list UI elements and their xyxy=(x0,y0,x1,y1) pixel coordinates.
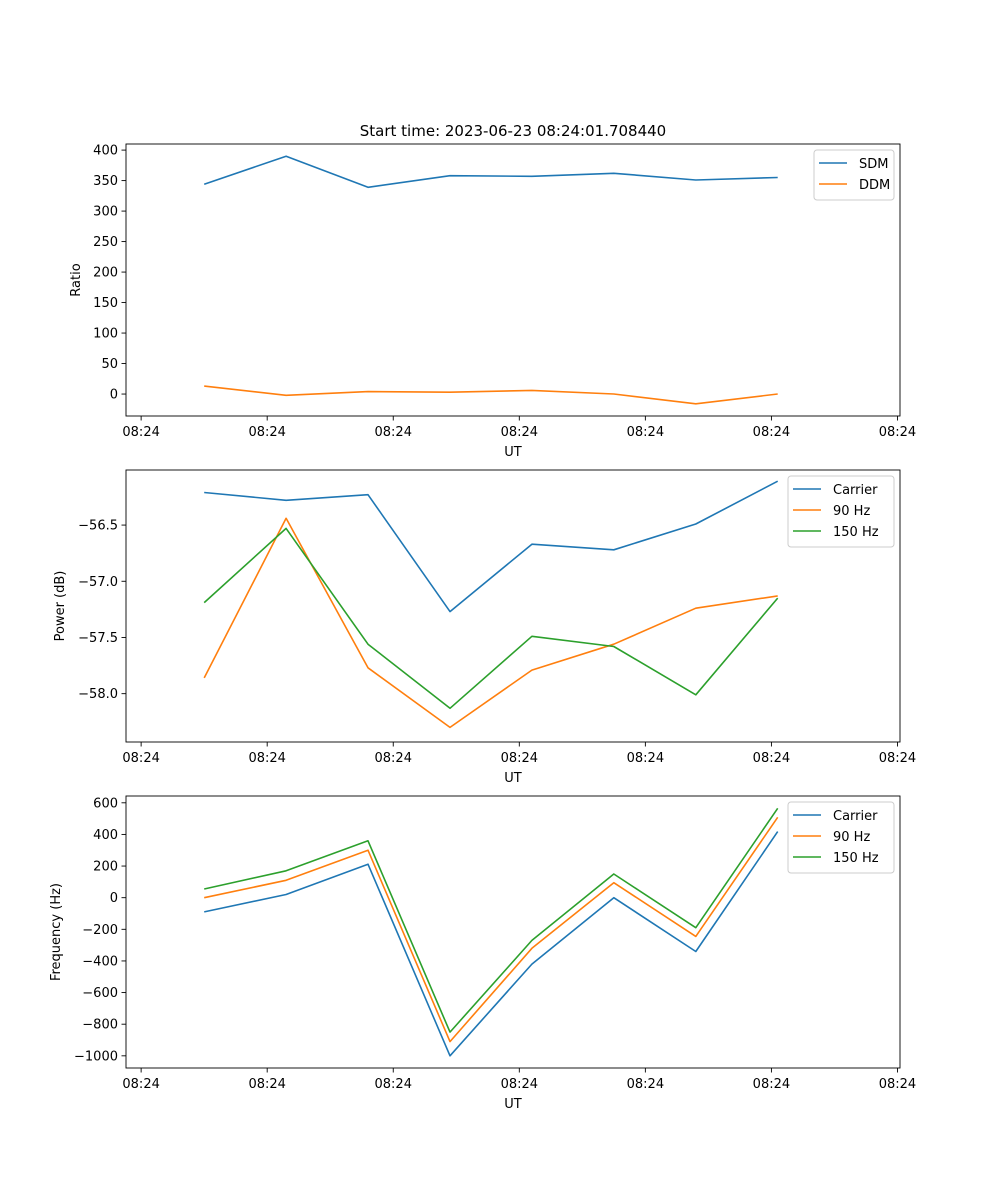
x-tick-label: 08:24 xyxy=(501,751,538,766)
y-tick-label: 100 xyxy=(93,327,118,342)
legend: Carrier 90 Hz 150 Hz xyxy=(787,801,895,874)
x-tick-label: 08:24 xyxy=(122,1077,159,1092)
x-tick-label: 08:24 xyxy=(879,1077,916,1092)
y-tick-label: 150 xyxy=(93,296,118,311)
x-tick-label: 08:24 xyxy=(753,751,790,766)
legend-label: Carrier xyxy=(833,809,878,824)
x-tick-label: 08:24 xyxy=(248,425,285,440)
y-tick-label: −1000 xyxy=(74,1049,118,1064)
x-axis-label: UT xyxy=(504,445,522,460)
y-tick-label: −57.5 xyxy=(78,631,118,646)
legend-label: DDM xyxy=(859,178,890,193)
x-tick-label: 08:24 xyxy=(879,425,916,440)
y-tick-label: −600 xyxy=(82,986,118,1001)
x-tick-label: 08:24 xyxy=(627,1077,664,1092)
x-tick-label: 08:24 xyxy=(375,751,412,766)
series-line-1-1 xyxy=(203,155,778,189)
y-tick-label: 350 xyxy=(93,174,118,189)
y-tick-label: 0 xyxy=(110,388,118,403)
y-axis-label: Frequency (Hz) xyxy=(49,883,64,981)
y-tick-label: −800 xyxy=(82,1018,118,1033)
legend: Carrier 90 Hz 150 Hz xyxy=(787,475,895,548)
legend-box xyxy=(787,801,895,874)
x-tick-label: 08:24 xyxy=(375,1077,412,1092)
series-line-3-3 xyxy=(204,807,779,1033)
y-axis-label: Ratio xyxy=(69,263,84,296)
y-tick-label: 600 xyxy=(93,796,118,811)
legend-box xyxy=(787,475,895,548)
legend-label: 90 Hz xyxy=(833,504,870,519)
y-tick-label: 0 xyxy=(110,891,118,906)
series-line-2-3 xyxy=(203,527,779,710)
x-tick-label: 08:24 xyxy=(248,751,285,766)
y-tick-label: 400 xyxy=(93,144,118,159)
chart-title: Start time: 2023-06-23 08:24:01.708440 xyxy=(360,122,666,140)
subplot-2: 08:2408:2408:2408:2408:2408:2408:2408:25… xyxy=(53,469,916,786)
subplots: 08:2408:2408:2408:2408:2408:2408:2408:25… xyxy=(49,143,916,1112)
y-tick-label: −200 xyxy=(82,923,118,938)
y-tick-label: 50 xyxy=(101,357,118,372)
y-tick-label: −57.0 xyxy=(78,575,118,590)
legend-label: 150 Hz xyxy=(833,525,879,540)
x-tick-label: 08:24 xyxy=(501,1077,538,1092)
series-line-2-1 xyxy=(204,480,779,613)
legend-label: SDM xyxy=(859,157,888,172)
series-line-3-2 xyxy=(204,816,779,1043)
axes-frame xyxy=(125,469,901,743)
series-line-1-2 xyxy=(204,385,778,405)
x-tick-label: 08:24 xyxy=(122,751,159,766)
legend-label: 150 Hz xyxy=(833,851,879,866)
x-tick-label: 08:24 xyxy=(753,1077,790,1092)
x-axis-label: UT xyxy=(504,771,522,786)
axes-frame xyxy=(125,795,901,1069)
legend-label: 90 Hz xyxy=(833,830,870,845)
x-tick-label: 08:24 xyxy=(753,425,790,440)
axes-frame xyxy=(125,143,901,417)
legend-label: Carrier xyxy=(833,483,878,498)
y-tick-label: 400 xyxy=(93,828,118,843)
y-tick-label: −58.0 xyxy=(78,687,118,702)
subplot-1: 08:2408:2408:2408:2408:2408:2408:2408:25… xyxy=(69,143,916,460)
y-tick-label: 200 xyxy=(93,266,118,281)
y-tick-label: 250 xyxy=(93,235,118,250)
x-tick-label: 08:24 xyxy=(501,425,538,440)
x-tick-label: 08:24 xyxy=(122,425,159,440)
x-axis-label: UT xyxy=(504,1097,522,1112)
x-tick-label: 08:24 xyxy=(879,751,916,766)
series-line-2-2 xyxy=(203,517,778,729)
y-tick-label: 200 xyxy=(93,860,118,875)
series-line-3-1 xyxy=(204,831,779,1057)
y-tick-label: 300 xyxy=(93,205,118,220)
y-tick-label: −56.5 xyxy=(78,519,118,534)
y-axis-label: Power (dB) xyxy=(53,571,68,642)
x-tick-label: 08:24 xyxy=(248,1077,285,1092)
x-tick-label: 08:24 xyxy=(627,425,664,440)
subplot-3: 08:2408:2408:2408:2408:2408:2408:2408:25… xyxy=(49,795,916,1112)
x-tick-label: 08:24 xyxy=(627,751,664,766)
legend: SDM DDM xyxy=(813,149,895,201)
y-tick-label: −400 xyxy=(82,954,118,969)
x-tick-label: 08:24 xyxy=(375,425,412,440)
